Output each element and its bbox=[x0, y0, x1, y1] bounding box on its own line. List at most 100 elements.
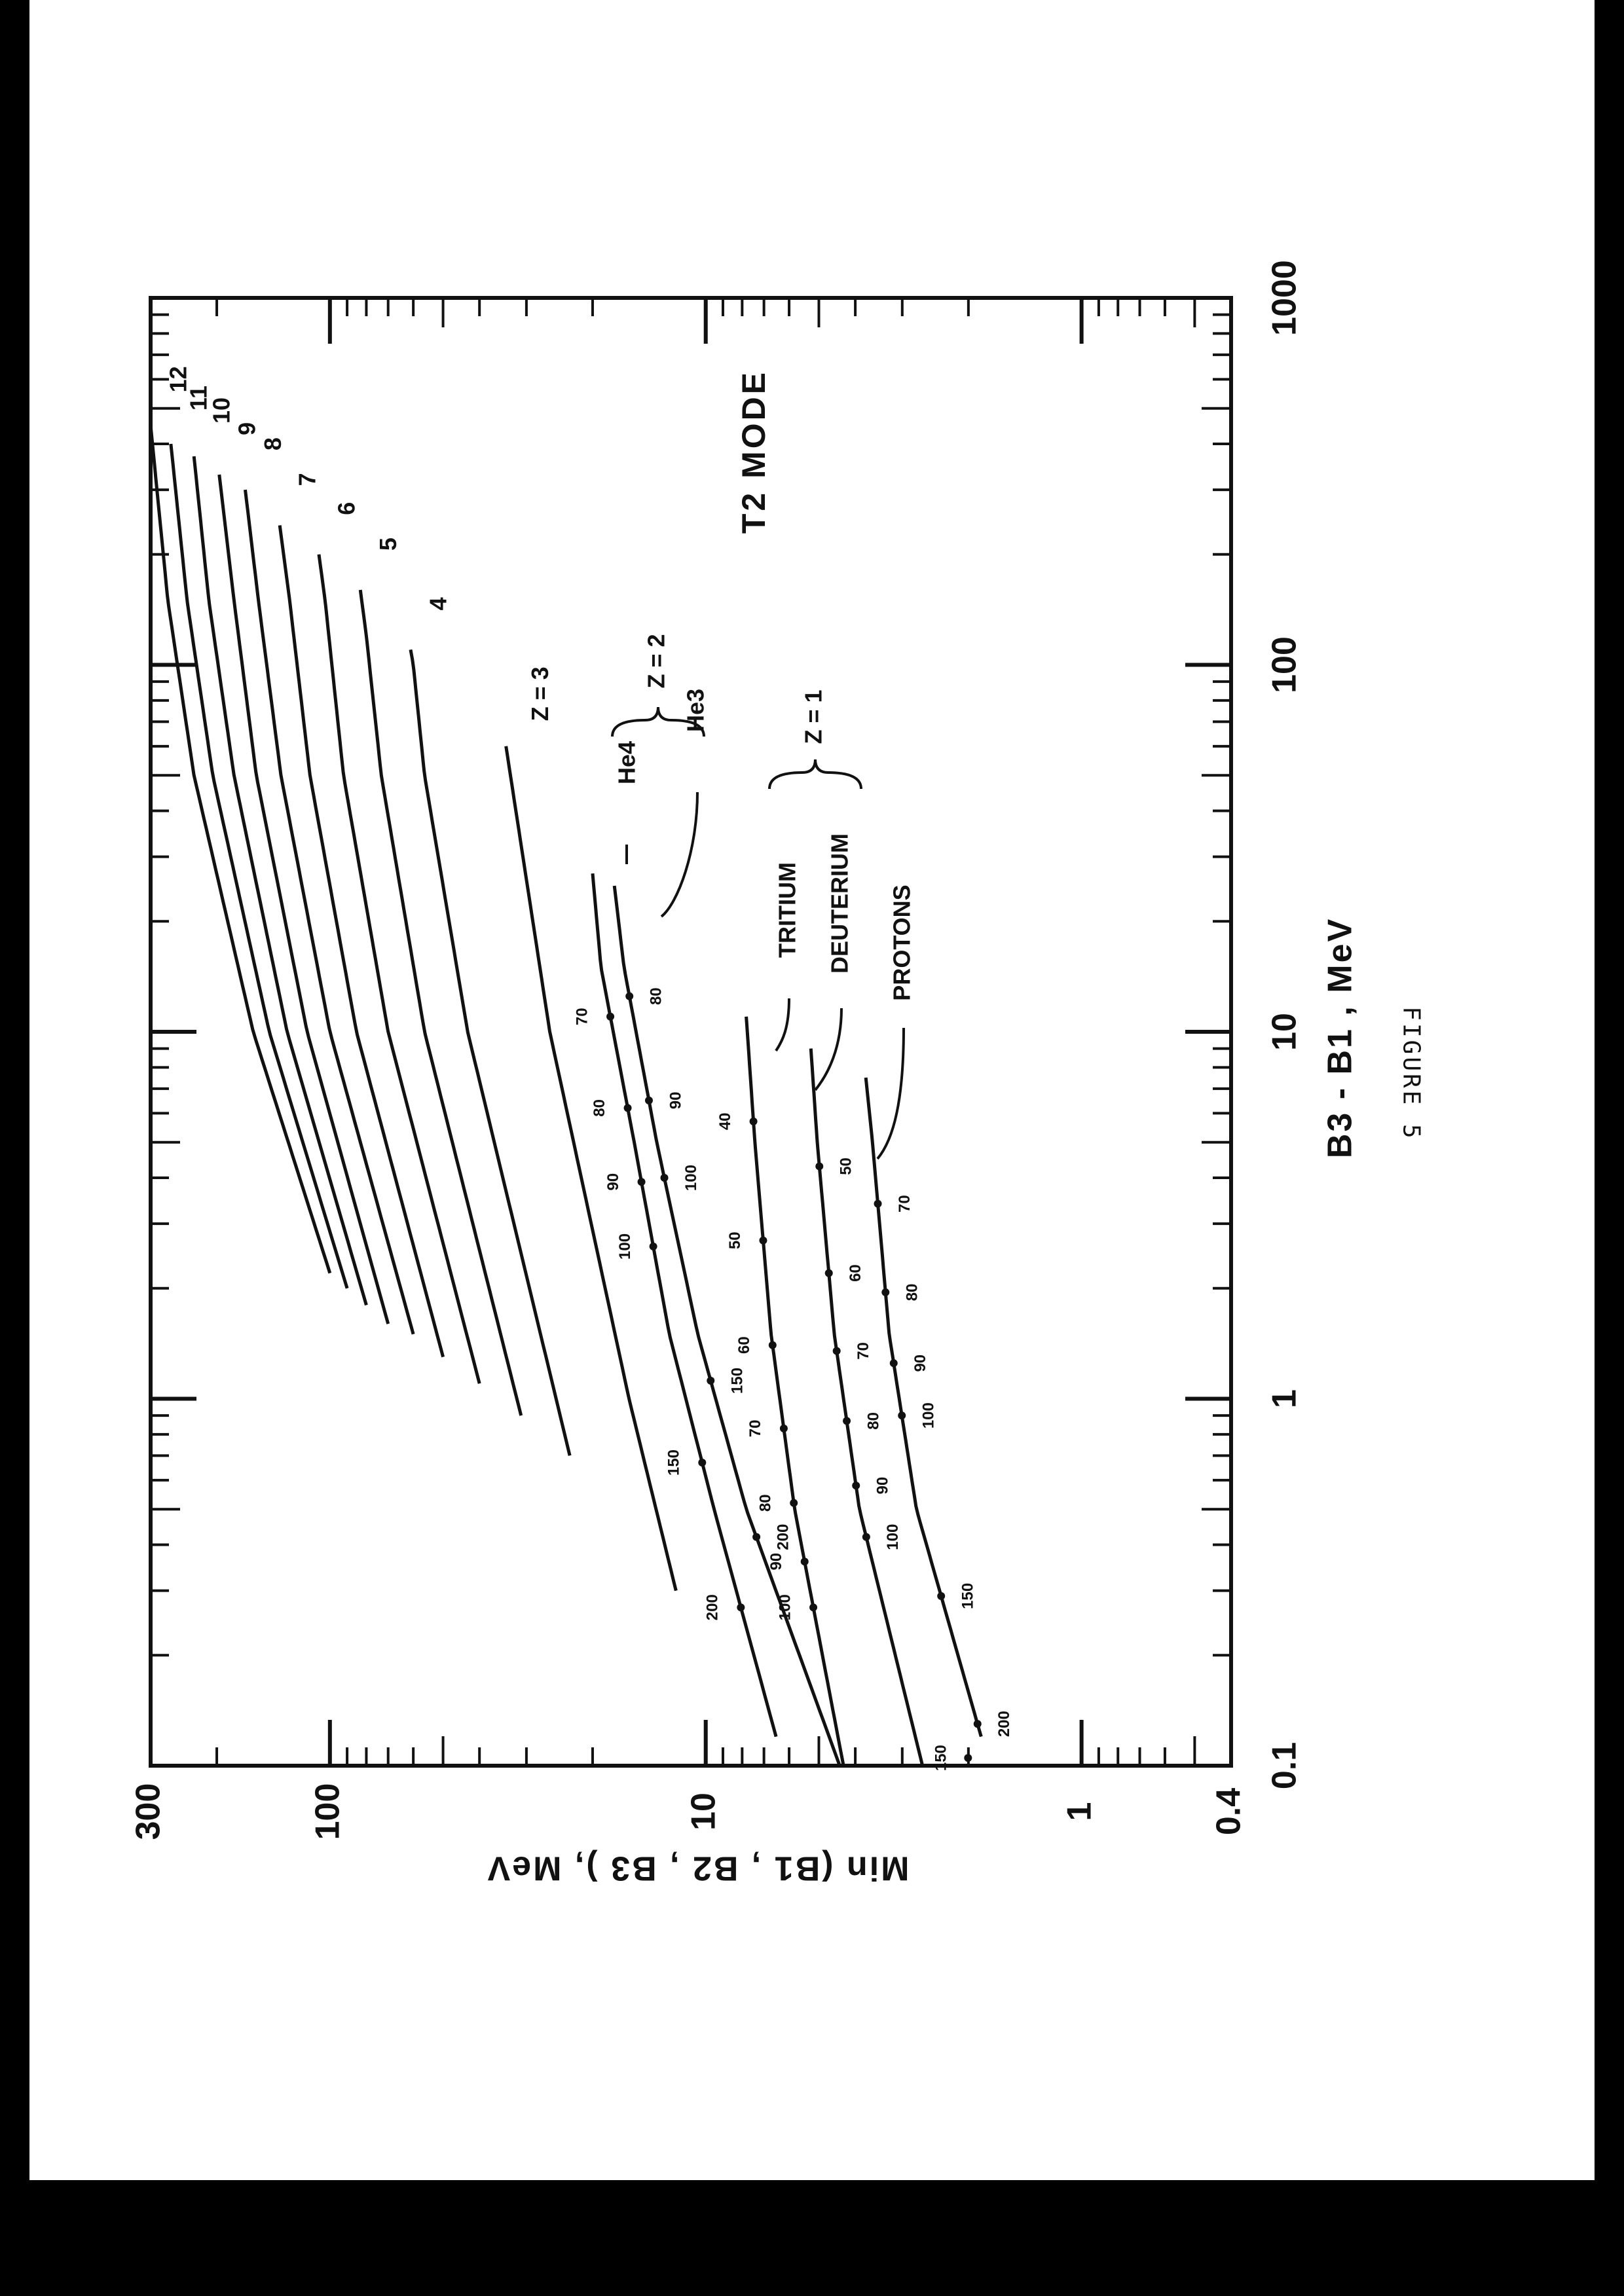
point-label: 80 bbox=[757, 1494, 775, 1512]
point-label: 80 bbox=[864, 1412, 882, 1430]
chart-title: T2 MODE bbox=[735, 370, 772, 534]
point-label: 80 bbox=[904, 1284, 921, 1302]
scanned-page: 0.1 1 10 100 1000 0.4 1 10 100 300 B3 - B1 , MeV Mi… bbox=[29, 0, 1595, 2180]
point-label: 50 bbox=[726, 1231, 744, 1249]
point-label: 200 bbox=[995, 1711, 1013, 1737]
data-point bbox=[889, 1359, 898, 1368]
x-tick-label: 10 bbox=[1266, 1013, 1304, 1051]
point-label: 100 bbox=[884, 1524, 902, 1550]
point-label: 100 bbox=[682, 1165, 700, 1191]
point-label: 90 bbox=[667, 1092, 684, 1110]
group-label: Z = 1 bbox=[800, 689, 827, 744]
data-point bbox=[964, 1754, 972, 1762]
data-point bbox=[707, 1376, 715, 1385]
point-label: 100 bbox=[776, 1594, 794, 1620]
data-point bbox=[637, 1178, 646, 1186]
series-label: TRITIUM bbox=[774, 862, 801, 958]
data-point bbox=[973, 1720, 982, 1728]
point-label: 90 bbox=[604, 1173, 622, 1191]
data-point bbox=[852, 1482, 860, 1490]
data-point bbox=[779, 1424, 788, 1432]
leader-line bbox=[775, 998, 790, 1052]
brace bbox=[768, 759, 862, 790]
point-label: 90 bbox=[874, 1477, 892, 1495]
series-line bbox=[612, 885, 841, 1766]
point-label: 70 bbox=[855, 1342, 872, 1360]
x-tick-label: 1000 bbox=[1266, 260, 1304, 336]
series-label: 10 bbox=[208, 397, 235, 424]
data-point bbox=[752, 1533, 761, 1541]
series-line bbox=[192, 456, 368, 1306]
series-label: PROTONS bbox=[889, 884, 915, 1000]
series-label: 4 bbox=[425, 597, 452, 610]
series-line bbox=[169, 443, 349, 1289]
series-label: 11 bbox=[185, 386, 212, 410]
series-line bbox=[317, 554, 481, 1384]
data-point bbox=[937, 1592, 946, 1600]
y-tick-label: 0.4 bbox=[1210, 1788, 1248, 1835]
series-label: 7 bbox=[294, 473, 321, 486]
series-label: He4 bbox=[614, 741, 640, 784]
series-line bbox=[864, 1077, 983, 1738]
point-label: 150 bbox=[932, 1745, 950, 1771]
series-label: 5 bbox=[375, 538, 401, 551]
data-point bbox=[660, 1174, 669, 1182]
series-label: 9 bbox=[233, 422, 260, 435]
point-label: 90 bbox=[767, 1553, 785, 1571]
brace bbox=[611, 706, 705, 737]
data-point bbox=[737, 1603, 745, 1612]
data-point bbox=[881, 1288, 890, 1296]
point-label: 80 bbox=[648, 987, 665, 1005]
series-label: 6 bbox=[333, 502, 360, 515]
data-point bbox=[832, 1347, 841, 1355]
series-line bbox=[504, 746, 678, 1592]
series-label: 8 bbox=[259, 437, 286, 450]
point-label: 70 bbox=[747, 1420, 764, 1438]
point-label: 60 bbox=[847, 1264, 864, 1282]
data-point bbox=[809, 1603, 818, 1612]
series-label: 12 bbox=[165, 366, 192, 392]
point-label: 200 bbox=[774, 1524, 792, 1550]
data-point bbox=[800, 1558, 809, 1566]
data-point bbox=[623, 1104, 632, 1112]
data-point bbox=[790, 1499, 798, 1507]
data-point bbox=[698, 1458, 707, 1467]
point-label: 70 bbox=[896, 1195, 913, 1212]
y-axis-title: Min (B1 , B2 , B3 ), MeV bbox=[486, 1849, 910, 1887]
point-label: 150 bbox=[959, 1583, 977, 1609]
point-label: 70 bbox=[573, 1008, 591, 1025]
data-point bbox=[768, 1341, 777, 1349]
data-point bbox=[815, 1162, 824, 1171]
y-tick-label: 100 bbox=[309, 1783, 347, 1840]
point-label: 100 bbox=[920, 1402, 938, 1429]
point-label: 200 bbox=[704, 1594, 722, 1620]
data-point bbox=[898, 1412, 906, 1420]
point-label: 80 bbox=[591, 1099, 608, 1117]
series-label: DEUTERIUM bbox=[826, 833, 853, 974]
series-line bbox=[278, 525, 445, 1358]
y-tick-label: 1 bbox=[1060, 1802, 1098, 1821]
series-line bbox=[591, 873, 778, 1738]
data-point bbox=[644, 1096, 653, 1104]
data-point bbox=[625, 992, 634, 1000]
x-tick-label: 0.1 bbox=[1266, 1742, 1304, 1789]
x-tick-label: 1 bbox=[1266, 1389, 1304, 1408]
figure-caption: FIGURE 5 bbox=[1397, 1006, 1425, 1141]
series-label: Z = 3 bbox=[526, 666, 553, 721]
y-tick-label: 300 bbox=[130, 1783, 168, 1840]
data-point bbox=[843, 1417, 851, 1425]
chart: 0.1 1 10 100 1000 0.4 1 10 100 300 B3 - B1 , MeV Mi… bbox=[130, 260, 1359, 1887]
data-point bbox=[874, 1199, 882, 1208]
point-label: 90 bbox=[912, 1355, 929, 1372]
point-label: 60 bbox=[735, 1336, 753, 1354]
data-point bbox=[824, 1269, 833, 1277]
series-line bbox=[358, 589, 523, 1416]
data-point bbox=[862, 1533, 870, 1541]
point-label: 40 bbox=[716, 1112, 734, 1130]
y-tick-label: 10 bbox=[684, 1793, 722, 1831]
point-label: 150 bbox=[665, 1449, 683, 1476]
leader-line bbox=[814, 1008, 843, 1091]
series-line bbox=[745, 1016, 845, 1766]
group-label: Z = 2 bbox=[643, 634, 670, 688]
point-label: 50 bbox=[838, 1157, 855, 1175]
